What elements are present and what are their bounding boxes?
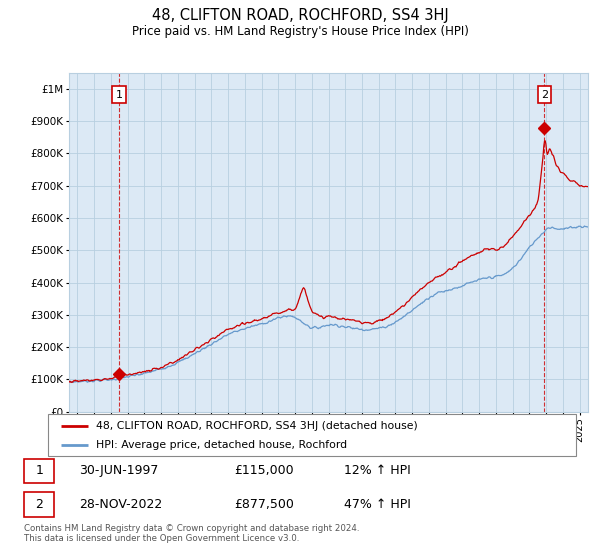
- Text: 2: 2: [35, 497, 43, 511]
- Text: 28-NOV-2022: 28-NOV-2022: [79, 497, 163, 511]
- Text: 2: 2: [541, 90, 548, 100]
- Text: HPI: Average price, detached house, Rochford: HPI: Average price, detached house, Roch…: [95, 440, 347, 450]
- Text: £877,500: £877,500: [234, 497, 293, 511]
- Text: 48, CLIFTON ROAD, ROCHFORD, SS4 3HJ: 48, CLIFTON ROAD, ROCHFORD, SS4 3HJ: [152, 8, 448, 24]
- Text: 12% ↑ HPI: 12% ↑ HPI: [344, 464, 411, 477]
- Bar: [24, 459, 55, 483]
- Text: 1: 1: [35, 464, 43, 477]
- Text: Price paid vs. HM Land Registry's House Price Index (HPI): Price paid vs. HM Land Registry's House …: [131, 25, 469, 38]
- Text: 47% ↑ HPI: 47% ↑ HPI: [344, 497, 411, 511]
- Text: 48, CLIFTON ROAD, ROCHFORD, SS4 3HJ (detached house): 48, CLIFTON ROAD, ROCHFORD, SS4 3HJ (det…: [95, 421, 417, 431]
- Text: 1: 1: [116, 90, 123, 100]
- Text: £115,000: £115,000: [234, 464, 293, 477]
- Text: Contains HM Land Registry data © Crown copyright and database right 2024.
This d: Contains HM Land Registry data © Crown c…: [24, 524, 359, 543]
- Bar: [24, 492, 55, 517]
- Text: 30-JUN-1997: 30-JUN-1997: [79, 464, 158, 477]
